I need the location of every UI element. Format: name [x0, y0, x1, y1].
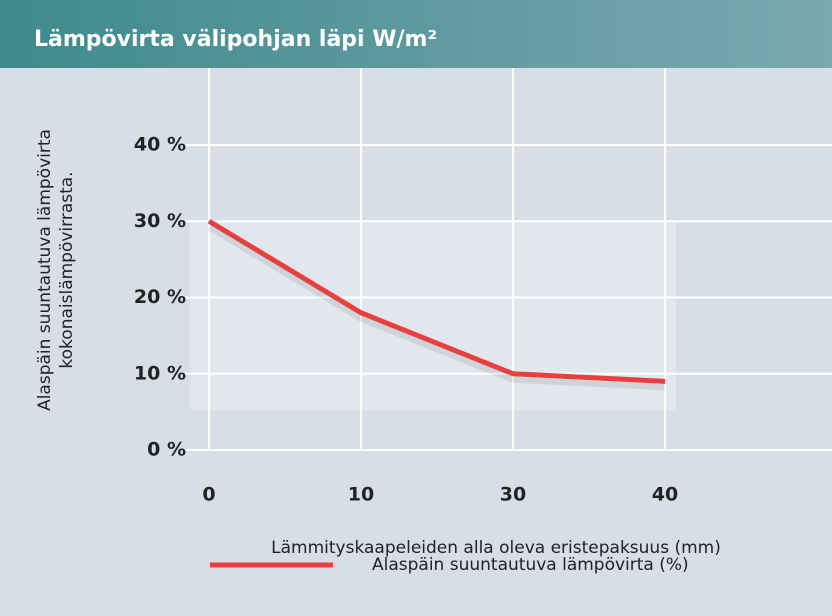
x-tick-label: 40: [652, 484, 678, 506]
y-axis-label-line: Alaspäin suuntautuva lämpövirta: [35, 129, 55, 411]
x-tick-label: 10: [348, 484, 374, 506]
line-shadow: [207, 224, 666, 391]
x-tick-label: 0: [202, 484, 215, 506]
x-axis-label: Lämmityskaapeleiden alla oleva eristepak…: [271, 538, 721, 558]
x-tick-label: 30: [500, 484, 526, 506]
y-tick-label: 10 %: [134, 362, 186, 384]
y-tick-label: 40 %: [134, 134, 186, 156]
header: [0, 0, 832, 68]
legend-label: Alaspäin suuntautuva lämpövirta (%): [372, 555, 689, 575]
y-tick-label: 0 %: [147, 439, 186, 461]
y-axis-label-line: kokonaislämpövirrasta.: [57, 171, 77, 368]
y-tick-label: 20 %: [134, 286, 186, 308]
y-tick-label: 30 %: [134, 210, 186, 232]
data-line: [207, 219, 666, 384]
y-axis-label: Alaspäin suuntautuva lämpövirta kokonaisl…: [35, 129, 77, 411]
chart-title: Lämpövirta välipohjan läpi W/m²: [34, 27, 437, 52]
